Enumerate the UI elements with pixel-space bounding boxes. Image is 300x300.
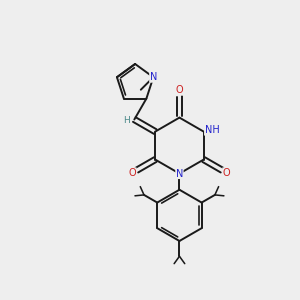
Text: O: O [176,85,183,95]
Text: N: N [150,72,157,82]
Text: NH: NH [205,125,219,135]
Text: O: O [128,168,136,178]
Text: H: H [123,116,129,125]
Text: O: O [223,168,230,178]
Text: N: N [176,169,183,178]
